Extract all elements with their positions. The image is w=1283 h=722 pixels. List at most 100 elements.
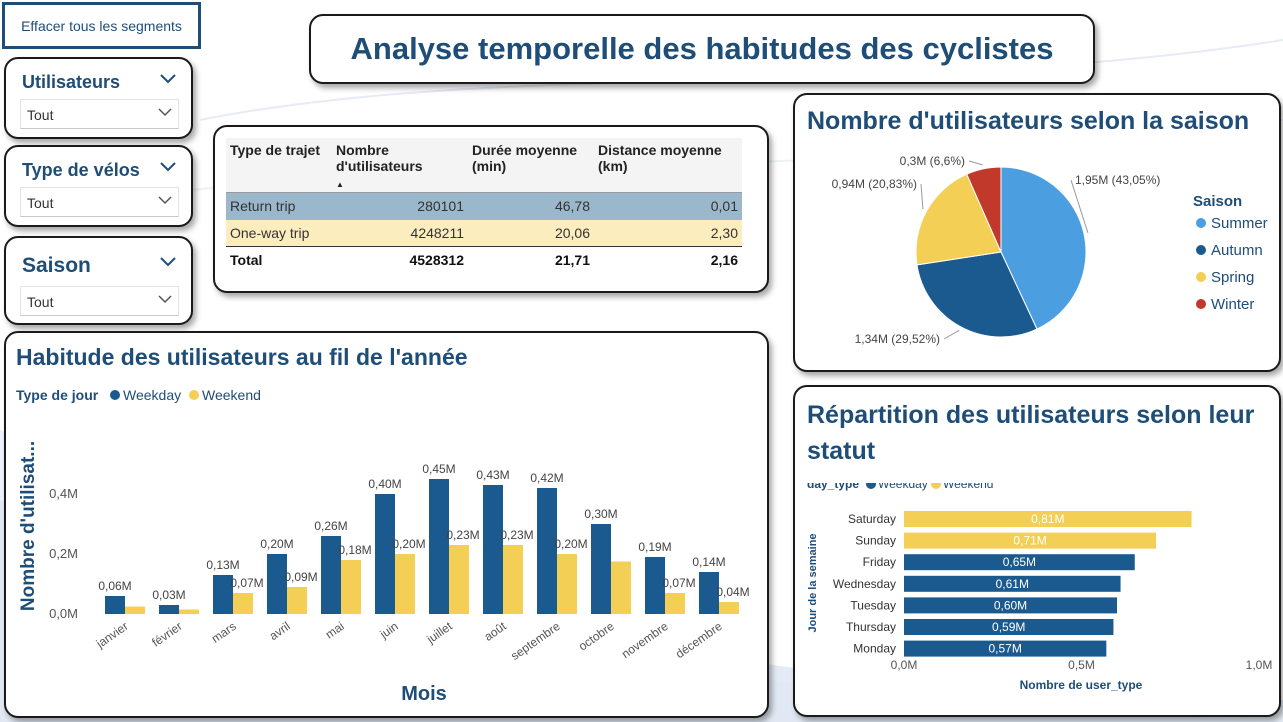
slicer-type-de-velos: Type de vélos Tout [4, 145, 193, 227]
weekday-bar [213, 575, 233, 614]
day-bar [904, 575, 1121, 592]
leader-line [943, 330, 960, 340]
table-row[interactable]: Return trip 280101 46,78 0,01 [226, 192, 742, 220]
y-axis-label: Nombre d'utilisat... [18, 441, 39, 611]
legend-label: Weekday [878, 483, 928, 491]
legend-marker [1196, 218, 1206, 228]
weekday-bar [321, 536, 341, 614]
x-axis-label: Mois [401, 683, 447, 705]
legend-title: Type de jour [16, 387, 99, 403]
pie-chart: 1,95M (43,05%) 1,34M (29,52%) 0,94M (20,83… [832, 154, 1268, 346]
data-label: 0,65M [1003, 555, 1036, 569]
dropdown-value: Tout [27, 294, 54, 310]
status-bar-card: Répartition des utilisateurs selon leur … [793, 385, 1281, 717]
table-cell: 46,78 [468, 192, 594, 220]
weekday-bar [375, 494, 395, 614]
x-tick-label: août [482, 619, 510, 644]
legend-label: Weekday [123, 387, 181, 403]
legend-marker [110, 390, 120, 400]
legend-label: Winter [1211, 296, 1254, 313]
table-cell: Return trip [226, 192, 332, 220]
x-tick-label: juillet [423, 619, 455, 647]
chevron-down-icon [158, 108, 172, 117]
legend-title: day_type [807, 483, 859, 491]
monthly-habit-card: Habitude des utilisateurs au fil de l'an… [4, 331, 769, 718]
slicer-dropdown[interactable]: Tout [20, 99, 179, 129]
data-label: 0,30M [584, 507, 617, 521]
slicer-title: Type de vélos [22, 160, 140, 180]
day-bar [904, 554, 1135, 571]
sort-ascending-icon: ▲ [336, 180, 344, 189]
chevron-down-icon[interactable] [160, 257, 176, 267]
season-pie-card: Nombre d'utilisateurs selon la saison 1,… [793, 93, 1281, 372]
day-bar [904, 511, 1192, 527]
data-label: 0,61M [996, 577, 1029, 591]
legend-label: Weekend [202, 387, 261, 403]
data-label: 0,26M [314, 519, 347, 533]
title-card: Analyse temporelle des habitudes des cyc… [309, 14, 1095, 84]
weekday-bar [591, 524, 611, 614]
chevron-down-icon[interactable] [160, 162, 176, 172]
chart-title: Répartition des utilisateurs selon leur … [807, 401, 1255, 465]
weekday-bar [483, 485, 503, 614]
y-tick-label: Wednesday [833, 577, 896, 591]
slice-label: 1,95M (43,05%) [1075, 173, 1160, 187]
weekend-bar [449, 545, 469, 614]
data-label: 0,23M [446, 528, 479, 542]
table-row[interactable]: One-way trip 4248211 20,06 2,30 [226, 219, 742, 247]
x-tick-label: juin [377, 619, 401, 642]
slice-label: 0,3M (6,6%) [900, 154, 965, 168]
x-tick-label: septembre [508, 619, 563, 663]
legend-marker [866, 483, 876, 489]
data-label: 0,43M [476, 468, 509, 482]
data-label: 0,07M [230, 576, 263, 590]
clear-all-segments-button[interactable]: Effacer tous les segments [2, 2, 201, 49]
dropdown-value: Tout [27, 107, 54, 123]
x-tick-label: 0,5M [1068, 658, 1095, 672]
pie-slice-spring [915, 173, 1002, 266]
table-cell: 4248211 [332, 219, 468, 247]
table-cell: 21,71 [468, 246, 594, 274]
data-label: 0,20M [554, 537, 587, 551]
weekend-bar [665, 593, 685, 614]
data-label: 0,45M [422, 462, 455, 476]
weekday-bar [159, 605, 179, 614]
legend-label: Spring [1211, 269, 1254, 286]
column-header[interactable]: Type de trajet [226, 138, 332, 193]
table-cell: 280101 [332, 192, 468, 220]
weekday-bar-chart: day_type Weekday Weekend 0,81M Saturday 0,71M… [807, 483, 1272, 692]
weekend-bar [287, 587, 307, 614]
chart-title: Nombre d'utilisateurs selon la saison [807, 107, 1250, 135]
column-header-sorted[interactable]: Nombre d'utilisateurs ▲ [332, 138, 468, 193]
weekend-bar [719, 602, 739, 614]
y-tick-label: Friday [863, 555, 896, 569]
x-tick-label: octobre [576, 619, 617, 654]
data-label: 0,09M [284, 570, 317, 584]
table-cell: 0,01 [594, 192, 742, 220]
x-tick-label: 0,0M [891, 658, 918, 672]
column-header[interactable]: Distance moyenne (km) [594, 138, 742, 193]
slicer-title: Saison [22, 254, 91, 277]
data-label: 0,60M [994, 598, 1027, 612]
leader-line [968, 160, 983, 166]
weekend-bar [179, 609, 199, 614]
slicer-dropdown[interactable]: Tout [20, 187, 179, 217]
x-tick-label: février [149, 619, 184, 650]
slice-label: 0,94M (20,83%) [832, 177, 917, 191]
data-label: 0,59M [992, 620, 1025, 634]
monthly-bar-chart: Type de jour Weekday Weekend 0,0M 0,2M 0,4M No… [16, 387, 750, 705]
weekday-bar [699, 572, 719, 614]
weekend-bar [557, 554, 577, 614]
slicer-dropdown[interactable]: Tout [20, 286, 179, 316]
legend-marker [1196, 245, 1206, 255]
slice-label: 1,34M (29,52%) [855, 332, 940, 346]
chevron-down-icon [158, 196, 172, 205]
x-tick-label: mars [209, 619, 239, 646]
weekday-bar [429, 479, 449, 614]
dropdown-value: Tout [27, 195, 54, 211]
column-header[interactable]: Durée moyenne (min) [468, 138, 594, 193]
data-label: 0,57M [988, 642, 1021, 656]
chevron-down-icon[interactable] [160, 74, 176, 84]
x-tick-label: novembre [619, 619, 671, 661]
data-label: 0,04M [716, 585, 749, 599]
